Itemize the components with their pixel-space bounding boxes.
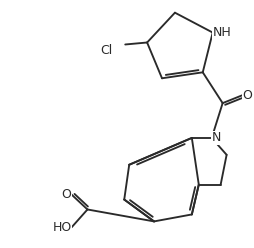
Text: NH: NH	[213, 26, 231, 39]
Text: O: O	[62, 188, 72, 201]
Text: O: O	[243, 89, 252, 102]
Text: HO: HO	[52, 221, 72, 234]
Text: Cl: Cl	[100, 44, 112, 57]
Text: N: N	[212, 131, 221, 144]
